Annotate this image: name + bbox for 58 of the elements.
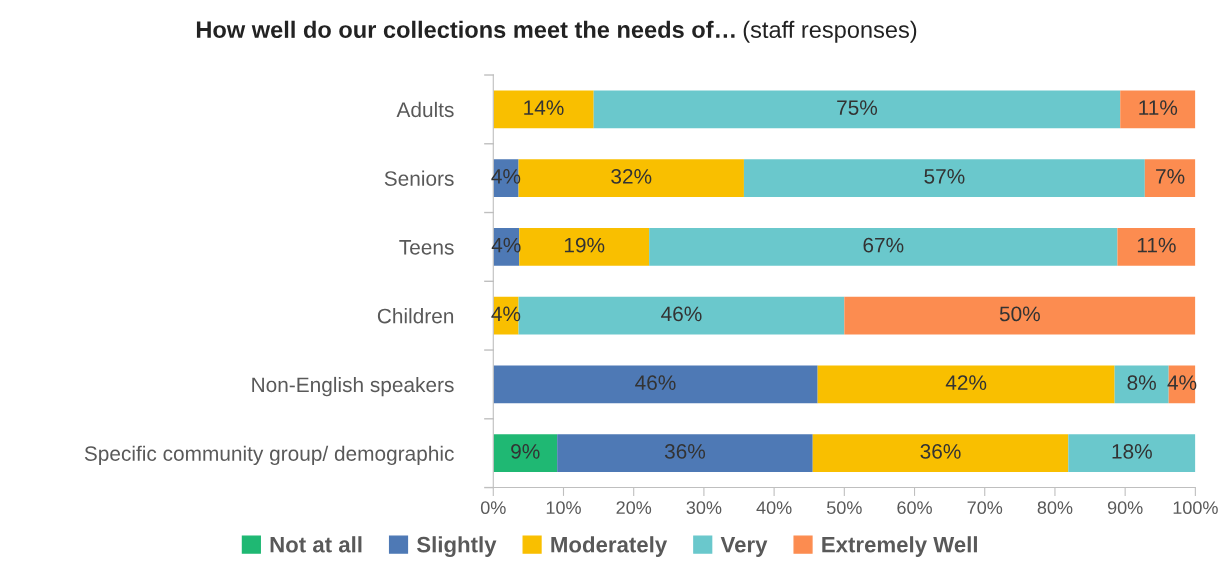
data-label: 14% (524, 100, 564, 115)
data-label: 67% (863, 237, 904, 253)
data-label: 11% (1139, 100, 1178, 115)
data-label: 57% (924, 169, 965, 184)
data-label: 75% (837, 100, 878, 115)
data-label: 9% (511, 444, 540, 459)
data-label: 7% (1156, 169, 1185, 184)
legend-label: Moderately (551, 536, 668, 557)
y-tick-label: Specific community group/ demographic (84, 445, 454, 466)
bar (817, 365, 1115, 404)
x-tick-label: 70% (967, 501, 1003, 515)
data-label: 8% (1127, 375, 1156, 391)
data-label: 46% (661, 306, 702, 322)
data-label: 36% (920, 444, 961, 459)
bar (743, 159, 1145, 198)
data-label: 19% (564, 237, 605, 253)
y-tick-label: Non-English speakers (252, 376, 454, 397)
bar (557, 434, 813, 473)
data-label: 36% (664, 444, 706, 459)
bar (844, 296, 1196, 335)
data-label: 11% (1137, 237, 1176, 253)
y-tick-label: Seniors (384, 170, 454, 186)
legend-label: Slightly (416, 536, 497, 557)
bar (493, 434, 558, 473)
x-tick-label: 0% (480, 501, 506, 515)
y-tick-label: Teens (399, 240, 454, 255)
data-label: 42% (945, 375, 987, 390)
x-tick-label: 60% (897, 501, 932, 515)
bar (1117, 228, 1196, 266)
x-tick-label: 100% (1173, 501, 1218, 515)
bar (1114, 365, 1169, 404)
data-label: 50% (999, 306, 1040, 322)
bar (812, 434, 1069, 473)
x-tick-label: 30% (686, 501, 722, 515)
y-tick-label: Adults (396, 101, 454, 118)
x-tick-label: 10% (546, 501, 581, 515)
chart-title: How well do our collections meet the needs of… (196, 20, 735, 39)
x-tick-label: 90% (1107, 501, 1143, 515)
y-tick-label: Children (377, 308, 454, 324)
bar (1144, 159, 1196, 198)
x-tick-label: 80% (1037, 501, 1073, 515)
legend-label: Very (720, 537, 768, 557)
data-label: 46% (635, 375, 676, 391)
bar (1120, 90, 1196, 129)
chart-subtitle: (staff responses) (743, 20, 917, 43)
bar (493, 90, 594, 129)
x-tick-label: 20% (616, 501, 652, 515)
bar (593, 90, 1121, 129)
data-label: 18% (1112, 444, 1152, 459)
legend-label: Not at all (270, 536, 362, 553)
x-tick-label: 50% (826, 501, 862, 515)
bar (519, 228, 650, 266)
bar (649, 228, 1118, 266)
bar (493, 365, 818, 404)
legend-label: Extremely Well (822, 536, 977, 557)
x-tick-label: 40% (756, 501, 792, 515)
data-label: 32% (611, 168, 652, 184)
bar (1068, 434, 1196, 473)
